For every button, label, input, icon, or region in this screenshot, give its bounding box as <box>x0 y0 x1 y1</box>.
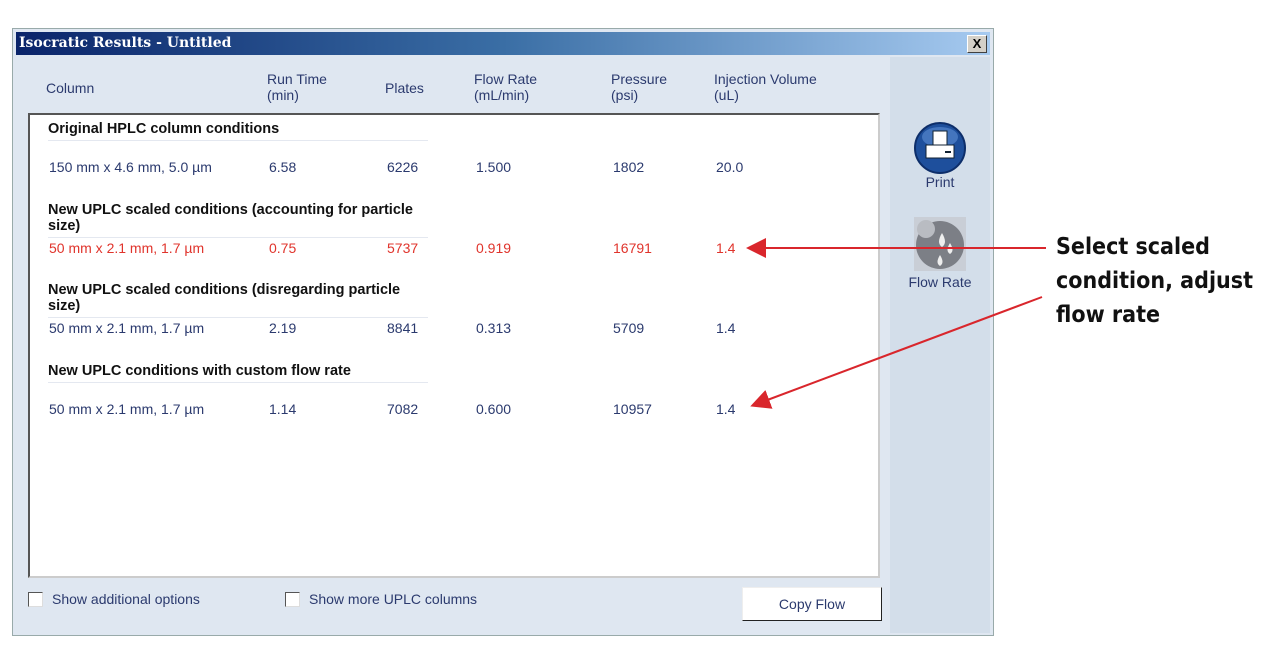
header-label: Pressure <box>611 71 668 87</box>
row-cell: 1.4 <box>716 400 736 417</box>
section-header: New UPLC conditions with custom flow rat… <box>48 363 428 383</box>
show-additional-options-checkbox[interactable]: Show additional options <box>28 591 200 607</box>
header-unit: (mL/min) <box>474 87 530 103</box>
row-cell: 7082 <box>387 400 419 417</box>
show-more-uplc-columns-checkbox[interactable]: Show more UPLC columns <box>285 591 477 607</box>
row-cell: 6226 <box>387 159 419 175</box>
header-unit: (uL) <box>714 87 739 103</box>
checkbox-label: Show more UPLC columns <box>309 591 478 607</box>
header-label: Injection Volume <box>714 71 817 87</box>
row-cell: 8841 <box>387 320 419 336</box>
row-cell: 1.500 <box>476 159 512 175</box>
row-cell: 50 mm x 2.1 mm, 1.7 µm <box>49 320 205 336</box>
row-cell: 1.4 <box>716 239 736 256</box>
row-cell: 5709 <box>613 320 645 336</box>
row-cell: 50 mm x 2.1 mm, 1.7 µm <box>49 239 205 256</box>
checkbox-label: Show additional options <box>52 591 200 607</box>
row-cell: 10957 <box>613 400 652 417</box>
row-cell: 2.19 <box>269 320 297 336</box>
row-cell: 5737 <box>387 239 419 256</box>
window-title: Isocratic Results - Untitled <box>19 35 232 51</box>
close-button[interactable]: X <box>967 35 987 53</box>
column-header: Column <box>46 80 94 96</box>
header-label: Run Time <box>267 71 327 87</box>
flow-rate-label: Flow Rate <box>908 274 972 290</box>
arrow-to-custom-row <box>750 296 1043 409</box>
row-cell: 1.14 <box>269 400 297 417</box>
column-header: Plates <box>385 80 424 96</box>
section-header: New UPLC scaled conditions (disregarding… <box>48 282 428 318</box>
annotation-line: condition, adjust <box>1056 268 1254 294</box>
row-cell: 16791 <box>613 239 652 256</box>
header-label: Flow Rate <box>474 71 538 87</box>
row-cell: 20.0 <box>716 159 744 175</box>
row-cell: 1802 <box>613 159 645 175</box>
header-unit: (psi) <box>611 87 639 103</box>
row-cell: 0.313 <box>476 320 512 336</box>
row-cell: 0.600 <box>476 400 512 417</box>
row-cell: 150 mm x 4.6 mm, 5.0 µm <box>49 159 212 175</box>
annotation-callout: Select scaled condition, adjust flow rat… <box>1056 230 1253 332</box>
header-label: Plates <box>385 80 424 96</box>
annotation-line: Select scaled <box>1056 234 1210 260</box>
section-header: Original HPLC column conditions <box>48 121 428 141</box>
row-cell: 50 mm x 2.1 mm, 1.7 µm <box>49 400 205 417</box>
flow-rate-icon <box>914 217 966 271</box>
isocratic-results-window: Isocratic Results - Untitled X Column Run… <box>12 28 994 636</box>
annotation-line: flow rate <box>1056 302 1161 328</box>
printer-icon <box>914 122 966 174</box>
results-list: Original HPLC column conditions 150 mm x … <box>28 113 880 578</box>
row-cell: 0.75 <box>269 239 297 256</box>
print-label: Print <box>925 174 955 190</box>
copy-flow-button[interactable]: Copy Flow <box>742 587 882 621</box>
checkbox[interactable] <box>28 591 43 607</box>
column-header: Flow Rate (mL/min) <box>474 71 537 103</box>
column-header: Injection Volume (uL) <box>714 71 817 103</box>
print-button[interactable]: Print <box>890 121 990 190</box>
column-header: Run Time (min) <box>267 71 327 103</box>
row-cell: 0.919 <box>476 239 512 256</box>
column-header: Pressure (psi) <box>611 71 667 103</box>
checkbox[interactable] <box>285 591 300 607</box>
flow-rate-button[interactable]: Flow Rate <box>890 217 990 290</box>
row-cell: 1.4 <box>716 320 736 336</box>
section-header: New UPLC scaled conditions (accounting f… <box>48 202 428 238</box>
title-bar: Isocratic Results - Untitled X <box>16 32 990 55</box>
header-unit: (min) <box>267 87 299 103</box>
header-label: Column <box>46 80 95 96</box>
row-cell: 6.58 <box>269 159 297 175</box>
